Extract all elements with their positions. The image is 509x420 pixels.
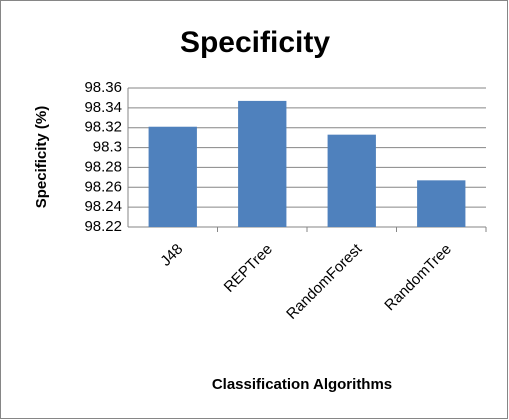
y-tick-label: 98.26 bbox=[84, 178, 122, 195]
bar bbox=[148, 126, 197, 227]
x-axis-label: Classification Algorithms bbox=[212, 376, 392, 393]
y-tick-label: 98.34 bbox=[84, 99, 122, 116]
y-tick-label: 98.32 bbox=[84, 119, 122, 136]
y-tick-label: 98.3 bbox=[93, 139, 122, 156]
y-tick-label: 98.28 bbox=[84, 158, 122, 175]
y-tick-label: 98.24 bbox=[84, 198, 122, 215]
bar bbox=[327, 134, 376, 227]
bar bbox=[238, 100, 287, 227]
y-tick-label: 98.36 bbox=[84, 79, 122, 96]
bar bbox=[417, 180, 466, 227]
chart-title: Specificity bbox=[180, 26, 330, 59]
y-tick-label: 98.22 bbox=[84, 218, 122, 235]
y-axis-label: Specificity (%) bbox=[33, 106, 50, 209]
